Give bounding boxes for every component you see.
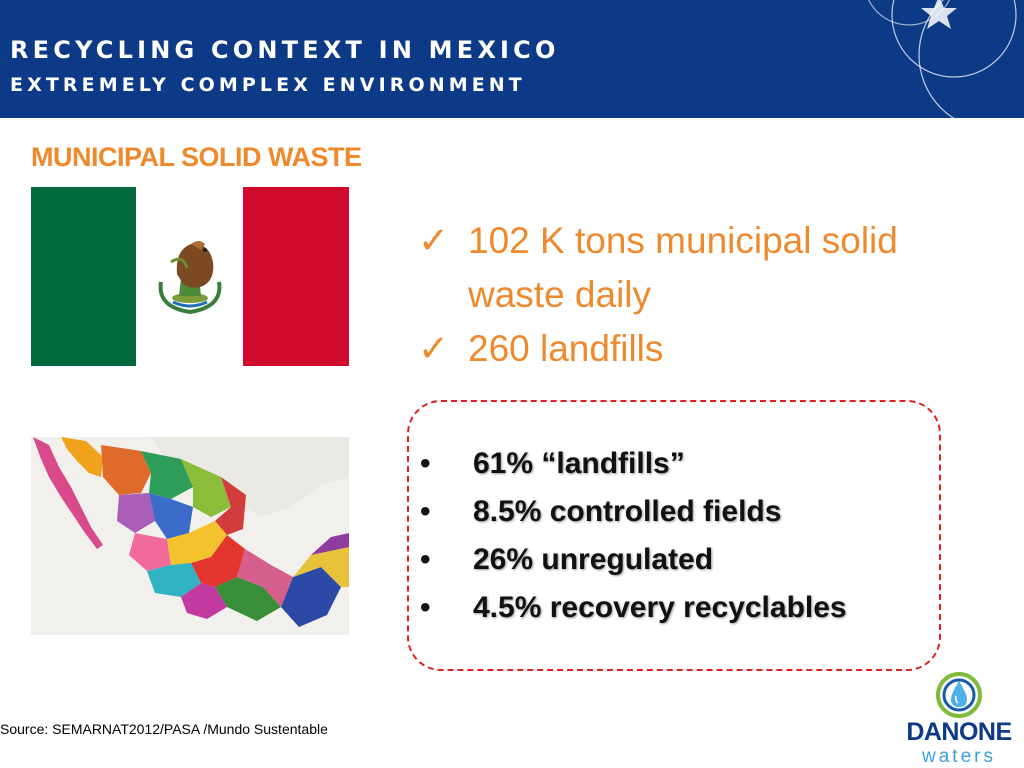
bullet-icon: • <box>420 447 431 480</box>
check-item-text: 102 K tons municipal solid waste daily <box>468 220 898 315</box>
list-item: • 4.5% recovery recyclables <box>420 584 920 632</box>
mexico-flag-image <box>31 187 349 366</box>
bullet-icon: • <box>420 495 431 528</box>
source-citation: Source: SEMARNAT2012/PASA /Mundo Sustent… <box>0 721 328 737</box>
list-item-text: 4.5% recovery recyclables <box>473 591 847 624</box>
check-item-text: 260 landfills <box>468 328 664 369</box>
list-item-text: 26% unregulated <box>473 543 714 576</box>
section-title: MUNICIPAL SOLID WASTE <box>31 142 362 172</box>
header-banner: RECYCLING CONTEXT IN MEXICO EXTREMELY CO… <box>0 0 1024 118</box>
checkmark-icon: ✓ <box>418 328 450 369</box>
bullet-icon: • <box>420 543 431 576</box>
bullet-icon: • <box>420 591 431 624</box>
list-item-text: 61% “landfills” <box>473 447 685 480</box>
list-item: • 61% “landfills” <box>420 440 920 488</box>
logo-brand-text: DANONE <box>906 718 1012 746</box>
list-item: • 8.5% controlled fields <box>420 488 920 536</box>
mexico-states-map-image <box>31 437 349 635</box>
flag-red-stripe <box>243 187 349 366</box>
waste-breakdown-box <box>407 400 941 671</box>
page-subtitle: EXTREMELY COMPLEX ENVIRONMENT <box>10 74 526 96</box>
water-drop-logo-icon <box>936 672 982 718</box>
checkmark-icon: ✓ <box>418 220 450 261</box>
danone-waters-logo: DANONE waters <box>895 672 1023 768</box>
list-item-text: 8.5% controlled fields <box>473 495 782 528</box>
list-item: • 26% unregulated <box>420 536 920 584</box>
page-title: RECYCLING CONTEXT IN MEXICO <box>10 36 560 64</box>
check-item: ✓ 102 K tons municipal solid waste daily <box>418 214 918 322</box>
waste-breakdown-list: • 61% “landfills” • 8.5% controlled fiel… <box>420 440 920 632</box>
logo-sub-text: waters <box>922 746 996 767</box>
check-item: ✓ 260 landfills <box>418 322 918 376</box>
star-orbit-decoration-icon <box>868 0 1017 118</box>
key-facts-list: ✓ 102 K tons municipal solid waste daily… <box>418 214 918 376</box>
coat-of-arms-icon <box>158 241 222 315</box>
flag-green-stripe <box>31 187 136 366</box>
